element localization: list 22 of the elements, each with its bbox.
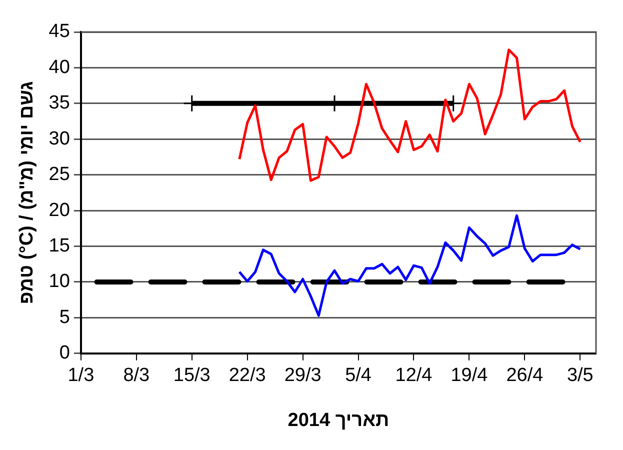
x-tick-label: 8/3 (123, 365, 150, 386)
x-tick-label: 1/3 (68, 365, 94, 386)
x-tick-label: 19/4 (450, 365, 488, 386)
x-tick-label: 29/3 (284, 365, 322, 386)
x-tick-label: 22/3 (228, 365, 266, 386)
y-tick-label: 35 (48, 92, 70, 114)
x-tick-label: 26/4 (506, 365, 544, 386)
y-tick-label: 10 (48, 271, 70, 292)
y-tick-label: 40 (48, 56, 70, 78)
y-axis-title: טמפ (°C) / גשם יומי (מ"מ) (16, 81, 38, 304)
x-tick-label: 3/5 (566, 365, 594, 386)
x-tick-label: 5/4 (345, 365, 372, 386)
x-tick-label: 12/4 (395, 365, 433, 386)
y-tick-label: 15 (48, 236, 70, 256)
x-axis-title: תאריך 2014 (288, 410, 390, 431)
y-tick-label: 5 (59, 306, 70, 328)
y-tick-label: 0 (59, 342, 70, 364)
y-tick-label: 45 (48, 21, 70, 42)
x-tick-label: 15/3 (173, 365, 210, 386)
y-tick-label: 25 (48, 164, 70, 186)
y-tick-label: 30 (48, 128, 70, 150)
y-tick-label: 20 (48, 200, 70, 221)
